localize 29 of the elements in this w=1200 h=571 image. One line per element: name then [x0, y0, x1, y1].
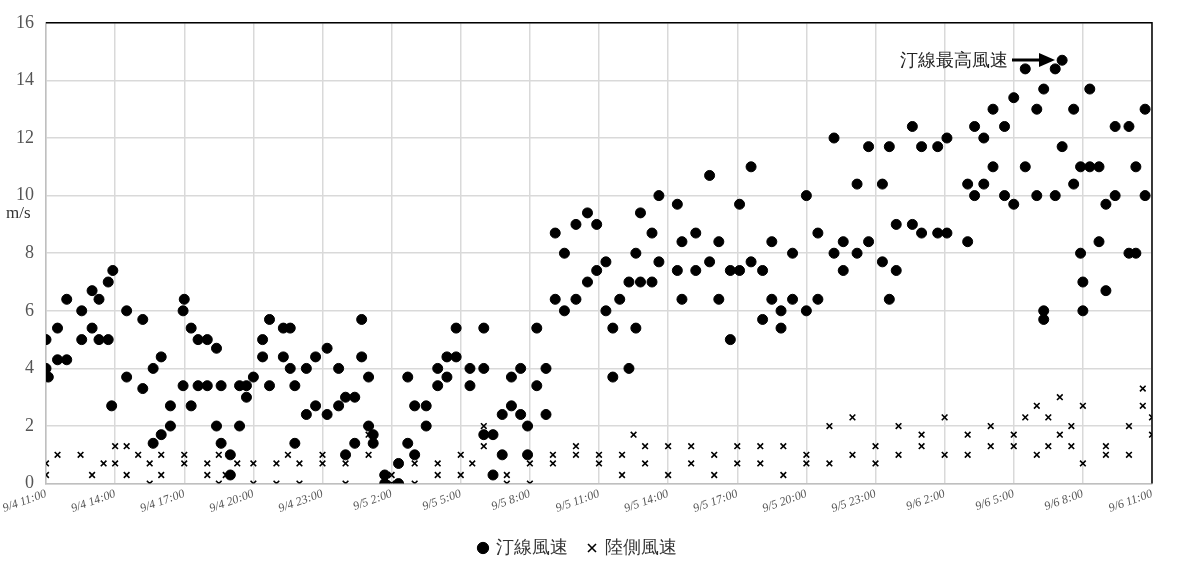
x-tick-label: 9/6 11:00 — [1106, 486, 1155, 515]
x-tick-label: 9/5 11:00 — [553, 486, 602, 515]
x-tick-label: 9/5 2:00 — [351, 486, 394, 513]
x-tick-label: 9/4 17:00 — [138, 486, 187, 516]
y-tick-label: 12 — [16, 126, 34, 147]
x-tick-label: 9/5 14:00 — [621, 486, 671, 516]
x-tick-label: 9/6 2:00 — [904, 486, 947, 513]
x-tick-label: 9/5 23:00 — [829, 486, 878, 516]
x-tick-label: 9/5 20:00 — [760, 486, 809, 516]
y-tick-label: 8 — [25, 241, 34, 262]
legend-label: 汀線風速 — [496, 536, 568, 557]
x-tick-label: 9/6 8:00 — [1042, 486, 1085, 513]
y-tick-label: 0 — [25, 472, 34, 493]
x-tick-label: 9/5 5:00 — [420, 486, 463, 513]
x-tick-label: 9/6 5:00 — [973, 486, 1016, 513]
y-tick-label: 14 — [16, 69, 34, 90]
y-tick-label: 10 — [16, 184, 34, 205]
x-tick-label: 9/5 8:00 — [489, 486, 532, 513]
y-tick-label: 6 — [25, 299, 34, 320]
legend-label: 陸側風速 — [605, 536, 677, 557]
x-tick-label: 9/5 17:00 — [691, 486, 740, 516]
x-tick-label: 9/4 20:00 — [207, 486, 256, 516]
y-tick-label: 16 — [16, 11, 34, 32]
y-tick-label: 4 — [25, 357, 34, 378]
y-tick-label: 2 — [25, 414, 34, 435]
annotation: 汀線最高風速 — [900, 49, 1009, 72]
x-tick-label: 9/4 14:00 — [68, 486, 118, 516]
y-axis-title: m/s — [6, 203, 31, 223]
x-tick-label: 9/4 23:00 — [276, 486, 325, 516]
